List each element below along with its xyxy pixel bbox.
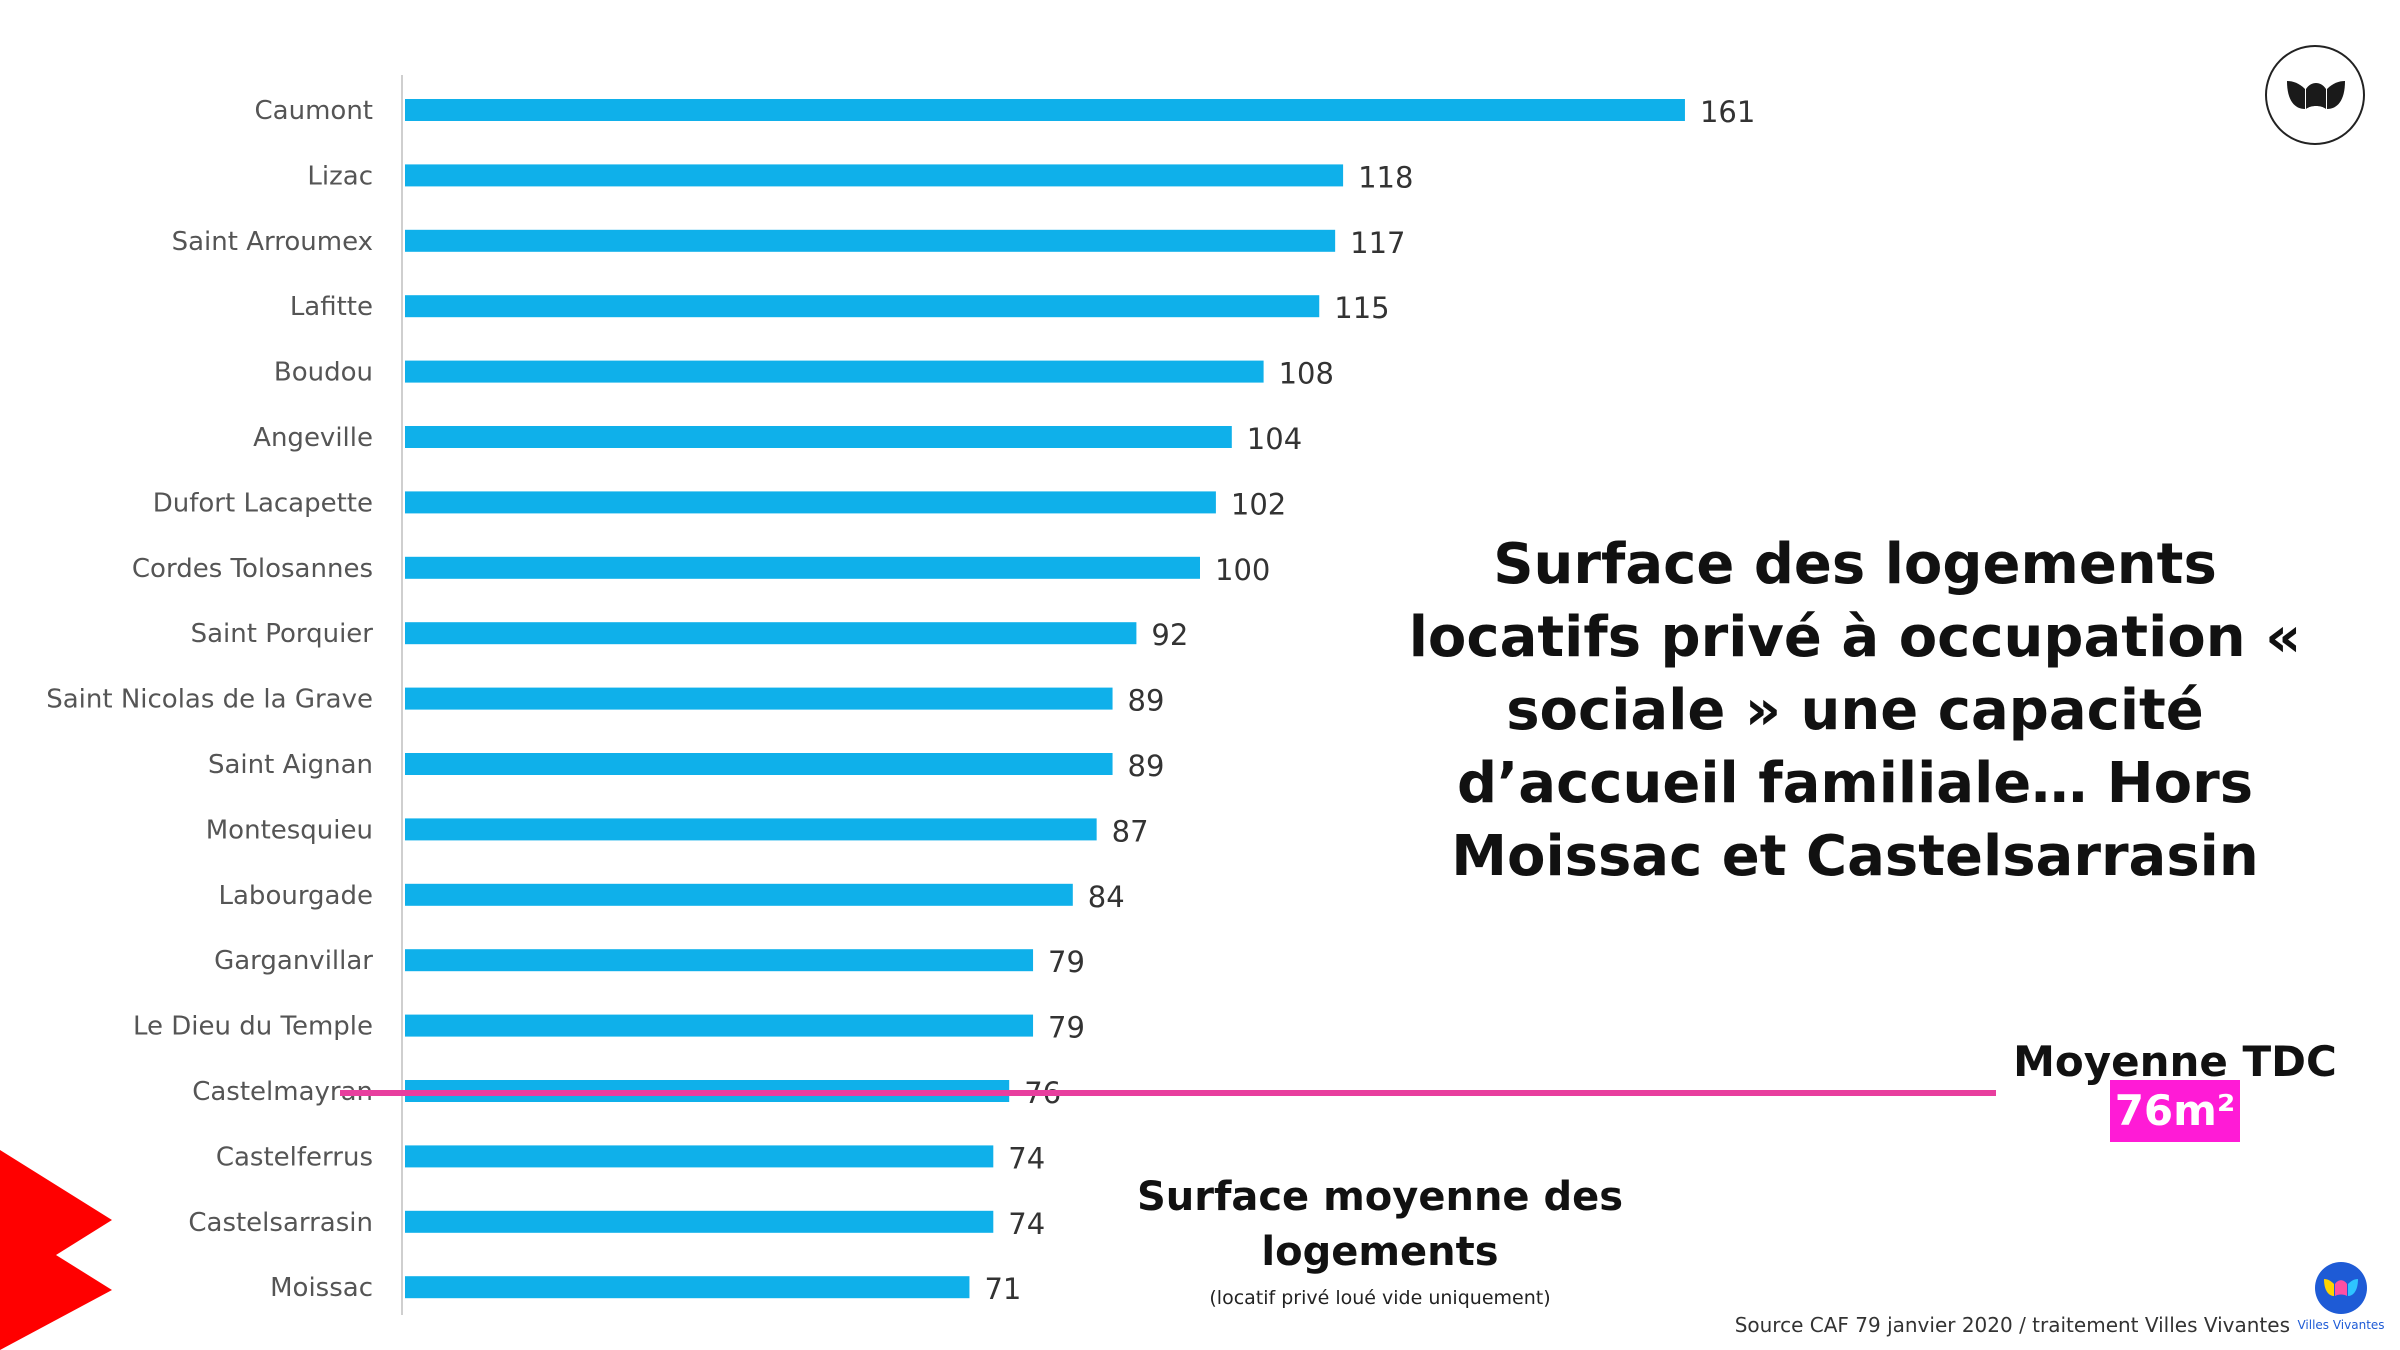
bar	[405, 687, 1113, 710]
category-label: Moissac	[270, 1273, 373, 1303]
bar	[405, 360, 1264, 383]
bar	[405, 99, 1685, 121]
bar	[405, 426, 1232, 448]
bar	[405, 229, 1336, 252]
value-label: 89	[1128, 749, 1165, 783]
villes-vivantes-logo-icon	[2265, 45, 2365, 145]
category-label: Montesquieu	[206, 815, 373, 845]
value-label: 102	[1231, 487, 1286, 521]
category-label: Garganvillar	[214, 946, 373, 976]
red-arrow-decoration	[0, 1150, 112, 1350]
chart-subtitle: Surface moyenne des logements	[1136, 1174, 1624, 1275]
value-label: 118	[1358, 160, 1413, 194]
category-label: Lafitte	[290, 292, 373, 322]
category-label: Angeville	[253, 423, 373, 453]
value-label: 79	[1048, 1011, 1085, 1045]
category-label: Dufort Lacapette	[153, 488, 373, 518]
bar	[405, 1014, 1034, 1037]
category-label: Caumont	[255, 96, 373, 126]
bar	[405, 1276, 970, 1299]
value-label: 92	[1151, 618, 1188, 652]
value-label: 161	[1700, 95, 1755, 129]
average-value-badge: 76m²	[2110, 1080, 2240, 1142]
brand-name: Villes Vivantes	[2297, 1318, 2385, 1332]
value-label: 71	[984, 1272, 1021, 1306]
value-label: 74	[1008, 1207, 1045, 1241]
bar	[405, 622, 1137, 645]
value-label: 115	[1334, 291, 1389, 325]
bar	[405, 883, 1073, 906]
bar	[405, 491, 1216, 514]
value-label: 74	[1008, 1141, 1045, 1175]
chart-subtitle-note: (locatif privé loué vide uniquement)	[1209, 1287, 1551, 1309]
value-label: 87	[1112, 814, 1149, 848]
value-label: 79	[1048, 945, 1085, 979]
source-note: Source CAF 79 janvier 2020 / traitement …	[1734, 1313, 2290, 1337]
value-label: 100	[1215, 553, 1270, 587]
bar	[405, 1145, 994, 1168]
category-label: Labourgade	[219, 881, 373, 911]
bar	[405, 753, 1113, 775]
villes-vivantes-brand-logo: Villes Vivantes	[2297, 1262, 2385, 1342]
category-label: Saint Nicolas de la Grave	[46, 685, 373, 715]
category-label: Saint Porquier	[191, 619, 374, 649]
category-label: Boudou	[274, 358, 373, 388]
category-label: Saint Arroumex	[172, 227, 373, 257]
category-label: Cordes Tolosannes	[132, 554, 373, 584]
value-label: 108	[1279, 357, 1334, 391]
value-label: 89	[1128, 684, 1165, 718]
bar	[405, 295, 1320, 318]
bar	[405, 818, 1097, 841]
bar	[405, 1210, 994, 1233]
category-label: Saint Aignan	[208, 750, 373, 780]
category-label: Castelferrus	[216, 1142, 373, 1172]
value-label: 84	[1088, 880, 1125, 914]
average-label: Moyenne TDC	[2013, 1037, 2337, 1086]
value-label: 117	[1350, 226, 1405, 260]
chart-title: Surface des logements locatifs privé à o…	[1408, 532, 2302, 889]
value-label: 104	[1247, 422, 1302, 456]
brand-icon	[2315, 1262, 2367, 1314]
bar	[405, 164, 1344, 187]
category-label: Lizac	[307, 161, 373, 191]
bar	[405, 556, 1200, 579]
category-label: Castelsarrasin	[188, 1208, 373, 1238]
category-label: Le Dieu du Temple	[133, 1012, 373, 1042]
bar	[405, 949, 1034, 972]
